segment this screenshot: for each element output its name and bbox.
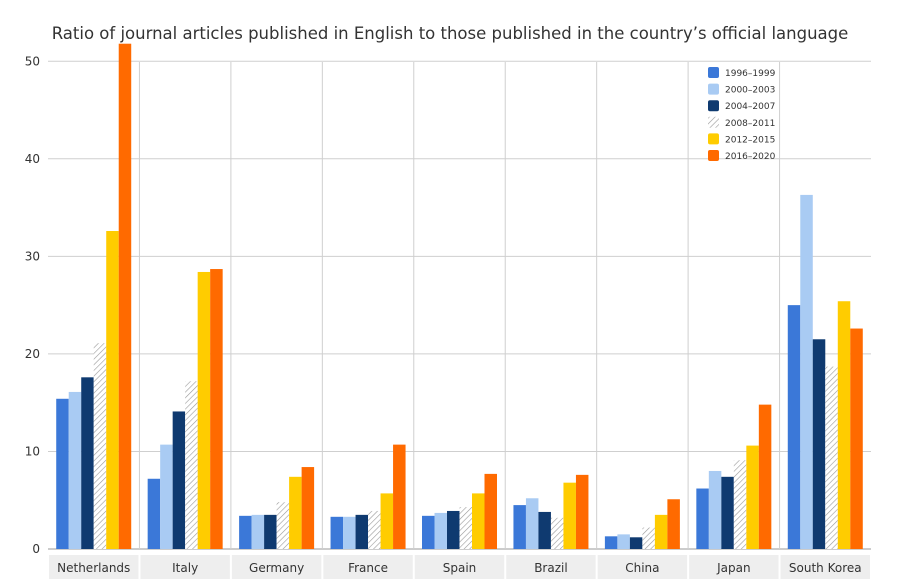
category-label-box xyxy=(506,555,596,579)
category-label-box xyxy=(689,555,779,579)
bar xyxy=(276,502,290,549)
legend-swatch xyxy=(708,67,719,78)
bars xyxy=(56,43,863,550)
bar xyxy=(434,512,447,549)
bar xyxy=(368,510,381,549)
bar xyxy=(746,445,759,549)
bar xyxy=(721,476,734,549)
bar xyxy=(118,43,132,550)
bar xyxy=(380,493,394,549)
y-tick-label: 10 xyxy=(25,444,40,458)
legend-swatch xyxy=(708,83,719,95)
bar xyxy=(393,444,406,549)
x-tick-label: South Korea xyxy=(789,561,862,575)
chart-title: Ratio of journal articles published in E… xyxy=(52,24,849,43)
bar xyxy=(210,269,223,549)
bar xyxy=(850,328,863,549)
category-label-box xyxy=(49,555,139,579)
bar xyxy=(172,411,186,549)
bar xyxy=(667,499,680,549)
bar xyxy=(289,476,302,549)
bar xyxy=(147,478,161,549)
bar xyxy=(758,404,772,549)
bar xyxy=(106,230,119,550)
legend-label: 2008–2011 xyxy=(725,119,775,129)
bar xyxy=(604,536,618,549)
bar xyxy=(837,301,851,549)
legend-label: 2016–2020 xyxy=(725,152,776,162)
legend-swatch xyxy=(708,116,719,128)
x-tick-label: Italy xyxy=(172,561,198,575)
legend-swatch xyxy=(708,150,719,161)
bar xyxy=(733,460,747,549)
bar xyxy=(825,366,838,549)
bar xyxy=(56,398,69,549)
x-tick-label: Germany xyxy=(249,561,304,575)
bar xyxy=(617,534,630,549)
x-tick-label: Netherlands xyxy=(57,561,130,575)
bar xyxy=(484,473,497,549)
bar xyxy=(197,271,211,549)
bar xyxy=(264,514,277,549)
y-tick-label: 20 xyxy=(25,347,40,361)
bar xyxy=(787,305,801,549)
x-tick-label: Spain xyxy=(443,561,477,575)
bar xyxy=(68,391,82,549)
bar xyxy=(251,514,265,549)
bar xyxy=(355,514,369,549)
bar xyxy=(642,527,655,549)
bar xyxy=(525,498,539,549)
bar xyxy=(513,505,526,549)
category-label-box xyxy=(231,555,322,579)
bar xyxy=(422,515,435,549)
legend-swatch xyxy=(708,133,719,145)
legend-label: 2012–2015 xyxy=(725,135,775,145)
category-label-box xyxy=(323,555,413,579)
bar xyxy=(93,343,107,549)
bar xyxy=(301,467,315,549)
bar xyxy=(563,482,576,549)
category-label-box xyxy=(597,555,688,579)
bar xyxy=(472,493,485,549)
y-axis: 0 10 20 30 40 50 xyxy=(25,54,40,556)
x-axis-categories: Netherlands Italy Germany France Spain Brazil… xyxy=(49,555,870,579)
legend-label: 2000–2003 xyxy=(725,86,775,96)
bar xyxy=(696,488,709,549)
legend: 1996–1999 2000–2003 2004–2007 2008–2011 2012… xyxy=(708,67,776,162)
category-separators xyxy=(138,62,781,549)
bar xyxy=(447,510,460,549)
bar xyxy=(654,514,668,549)
bar xyxy=(81,377,94,549)
bar xyxy=(708,470,722,549)
legend-swatch xyxy=(708,100,719,112)
x-tick-label: Brazil xyxy=(534,561,568,575)
y-tick-label: 40 xyxy=(25,152,40,166)
category-label-box xyxy=(140,555,230,579)
x-tick-label: France xyxy=(348,561,388,575)
x-tick-label: China xyxy=(625,561,659,575)
bar xyxy=(459,507,472,549)
bar xyxy=(160,444,173,549)
category-label-box xyxy=(414,555,505,579)
legend-label: 1996–1999 xyxy=(725,69,776,79)
x-tick-label: Japan xyxy=(716,561,750,575)
bar xyxy=(330,516,344,549)
y-tick-label: 30 xyxy=(25,249,40,263)
bar xyxy=(812,339,826,549)
bar xyxy=(343,516,356,549)
bar xyxy=(629,537,643,549)
category-label-box xyxy=(780,555,870,579)
bar xyxy=(575,474,589,549)
bar xyxy=(550,517,564,549)
bar xyxy=(185,381,198,549)
y-tick-label: 50 xyxy=(25,54,40,68)
bar xyxy=(538,511,551,549)
legend-label: 2004–2007 xyxy=(725,102,775,112)
bar xyxy=(800,194,813,549)
bar xyxy=(239,515,252,549)
y-tick-label: 0 xyxy=(32,542,40,556)
